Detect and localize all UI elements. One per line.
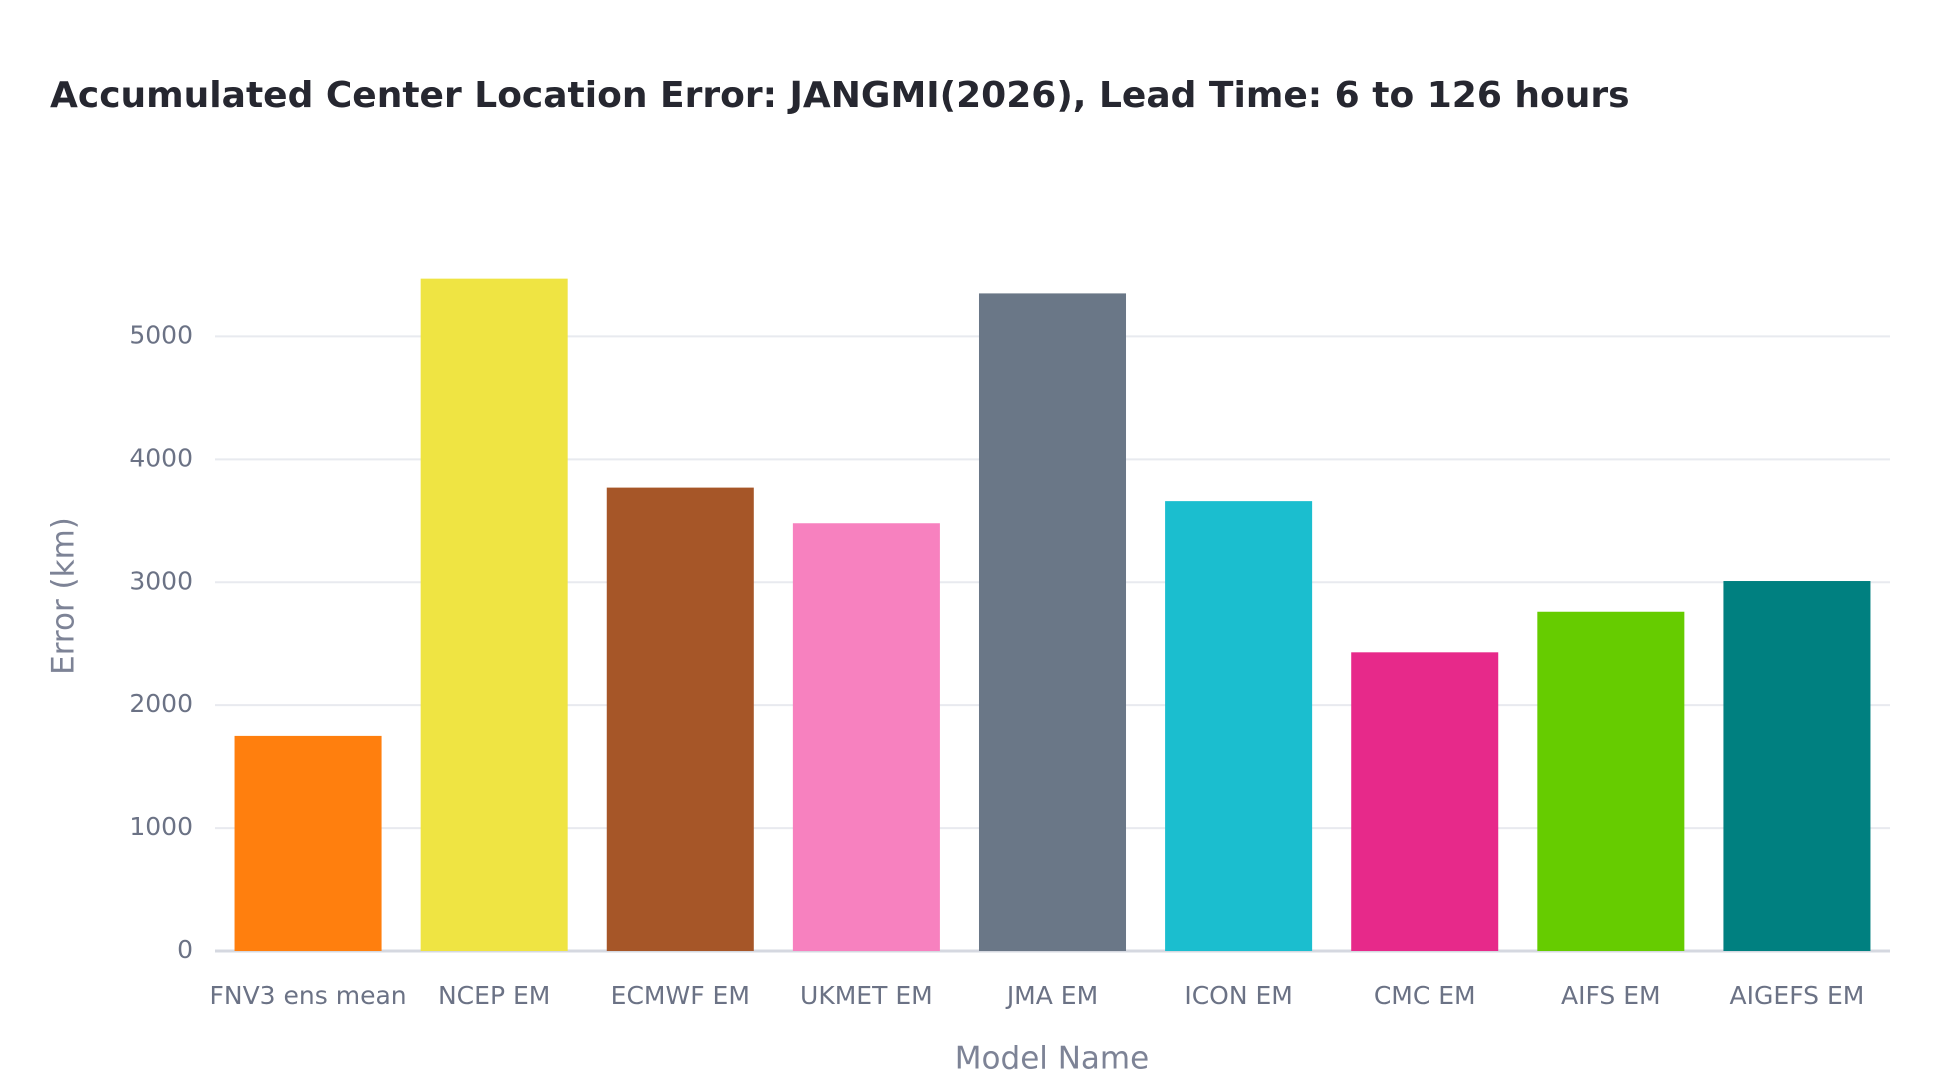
bar [1165,501,1313,951]
x-tick-label: JMA EM [1005,981,1098,1010]
y-tick-label: 1000 [129,812,193,841]
y-tick-label: 2000 [129,689,193,718]
bar [792,523,940,951]
y-tick-label: 4000 [129,443,193,472]
x-axis-title: Model Name [955,1041,1149,1077]
bar [606,487,754,951]
y-tick-label: 5000 [129,320,193,349]
bar [1723,581,1871,951]
bar [978,293,1127,951]
x-tick-label: AIFS EM [1561,981,1661,1010]
bar [1351,652,1499,951]
y-tick-label: 3000 [129,566,193,595]
y-tick-label: 0 [177,935,193,964]
x-tick-label: ECMWF EM [611,981,750,1010]
bar [420,278,568,951]
bar [234,735,382,951]
x-tick-label: CMC EM [1374,981,1476,1010]
x-tick-label: ICON EM [1184,981,1293,1010]
x-tick-label: FNV3 ens mean [209,981,406,1010]
bar [1537,611,1685,951]
x-tick-label: AIGEFS EM [1730,981,1865,1010]
x-tick-label: UKMET EM [800,981,933,1010]
y-axis-title: Error (km) [46,517,82,675]
x-tick-label: NCEP EM [438,981,550,1010]
chart-title: Accumulated Center Location Error: JANGM… [50,75,1630,116]
